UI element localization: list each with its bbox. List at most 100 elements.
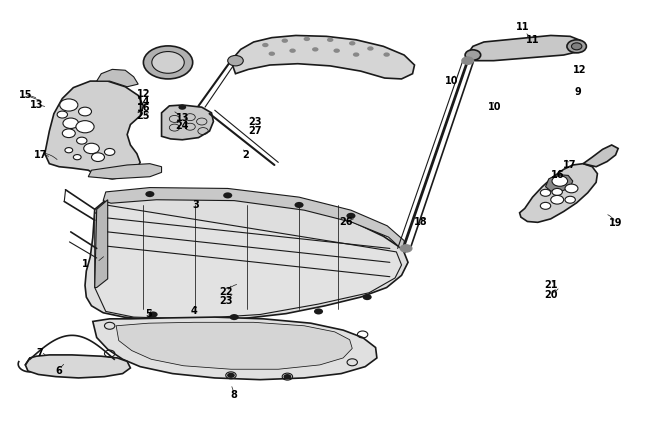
Circle shape — [57, 111, 68, 118]
Text: 21: 21 — [544, 280, 558, 290]
Circle shape — [227, 373, 235, 378]
Circle shape — [152, 51, 184, 73]
Circle shape — [540, 189, 551, 196]
Circle shape — [79, 107, 92, 116]
Circle shape — [62, 129, 75, 138]
Circle shape — [149, 311, 158, 317]
Circle shape — [304, 37, 310, 41]
Circle shape — [146, 191, 155, 197]
Circle shape — [462, 56, 474, 65]
Polygon shape — [519, 164, 597, 222]
Text: 9: 9 — [575, 87, 581, 97]
Circle shape — [552, 176, 567, 186]
Text: 12: 12 — [136, 89, 150, 99]
Text: 20: 20 — [544, 290, 558, 300]
Polygon shape — [95, 200, 108, 287]
Circle shape — [144, 46, 192, 79]
Polygon shape — [545, 174, 573, 192]
Circle shape — [571, 43, 582, 50]
Text: 10: 10 — [488, 102, 502, 112]
Circle shape — [60, 99, 78, 111]
Text: 2: 2 — [242, 150, 249, 160]
Polygon shape — [97, 69, 138, 87]
Circle shape — [63, 118, 79, 129]
Circle shape — [229, 314, 239, 320]
Circle shape — [227, 55, 243, 66]
Circle shape — [281, 38, 288, 43]
Circle shape — [363, 294, 372, 300]
Circle shape — [327, 37, 333, 42]
Circle shape — [77, 137, 87, 144]
Circle shape — [400, 244, 413, 253]
Polygon shape — [88, 164, 162, 179]
Text: 17: 17 — [564, 160, 577, 170]
Polygon shape — [162, 105, 213, 140]
Text: 18: 18 — [414, 218, 428, 227]
Circle shape — [268, 51, 275, 56]
Polygon shape — [103, 187, 406, 253]
Circle shape — [540, 202, 551, 209]
Circle shape — [565, 184, 578, 193]
Text: 11: 11 — [526, 35, 540, 45]
Circle shape — [346, 213, 356, 219]
Text: 22: 22 — [220, 287, 233, 297]
Text: 23: 23 — [220, 296, 233, 306]
Text: 23: 23 — [248, 117, 262, 127]
Circle shape — [294, 202, 304, 208]
Circle shape — [551, 195, 564, 204]
Polygon shape — [95, 205, 402, 319]
Circle shape — [552, 188, 562, 195]
Circle shape — [262, 43, 268, 47]
Circle shape — [289, 48, 296, 53]
Polygon shape — [45, 81, 144, 179]
Circle shape — [73, 154, 81, 160]
Circle shape — [223, 192, 232, 198]
Polygon shape — [25, 355, 131, 378]
Circle shape — [84, 143, 99, 153]
Text: 14: 14 — [136, 96, 150, 106]
Polygon shape — [468, 35, 583, 61]
Text: 1: 1 — [82, 259, 88, 269]
Text: 5: 5 — [145, 310, 152, 320]
Circle shape — [333, 48, 340, 53]
Polygon shape — [231, 35, 415, 79]
Text: 24: 24 — [176, 121, 189, 131]
Polygon shape — [93, 317, 377, 380]
Circle shape — [92, 153, 105, 161]
Text: 13: 13 — [30, 100, 43, 110]
Circle shape — [76, 121, 94, 133]
Polygon shape — [583, 145, 618, 167]
Circle shape — [565, 196, 575, 203]
Text: 8: 8 — [231, 390, 238, 400]
Circle shape — [314, 308, 323, 314]
Text: 13: 13 — [176, 113, 189, 123]
Circle shape — [105, 149, 115, 155]
Text: 7: 7 — [36, 348, 43, 358]
Text: 27: 27 — [248, 126, 262, 136]
Circle shape — [312, 47, 318, 51]
Circle shape — [283, 374, 291, 379]
Text: 10: 10 — [445, 76, 458, 86]
Text: 16: 16 — [136, 103, 150, 113]
Circle shape — [465, 50, 480, 60]
Text: 16: 16 — [551, 170, 564, 180]
Text: 12: 12 — [573, 65, 586, 75]
Text: 19: 19 — [609, 218, 622, 228]
Polygon shape — [85, 191, 408, 321]
Circle shape — [367, 46, 374, 51]
Text: 17: 17 — [34, 150, 47, 160]
Circle shape — [353, 52, 359, 57]
Circle shape — [349, 41, 356, 45]
Text: 6: 6 — [56, 366, 62, 376]
Text: 11: 11 — [516, 22, 530, 32]
Circle shape — [178, 105, 186, 110]
Polygon shape — [116, 322, 352, 369]
Circle shape — [65, 148, 73, 153]
Text: 26: 26 — [339, 218, 352, 227]
Text: 4: 4 — [190, 307, 198, 317]
Text: 3: 3 — [192, 200, 199, 210]
Text: 25: 25 — [136, 111, 150, 121]
Circle shape — [384, 52, 390, 57]
Circle shape — [567, 40, 586, 53]
Text: 15: 15 — [19, 90, 32, 100]
